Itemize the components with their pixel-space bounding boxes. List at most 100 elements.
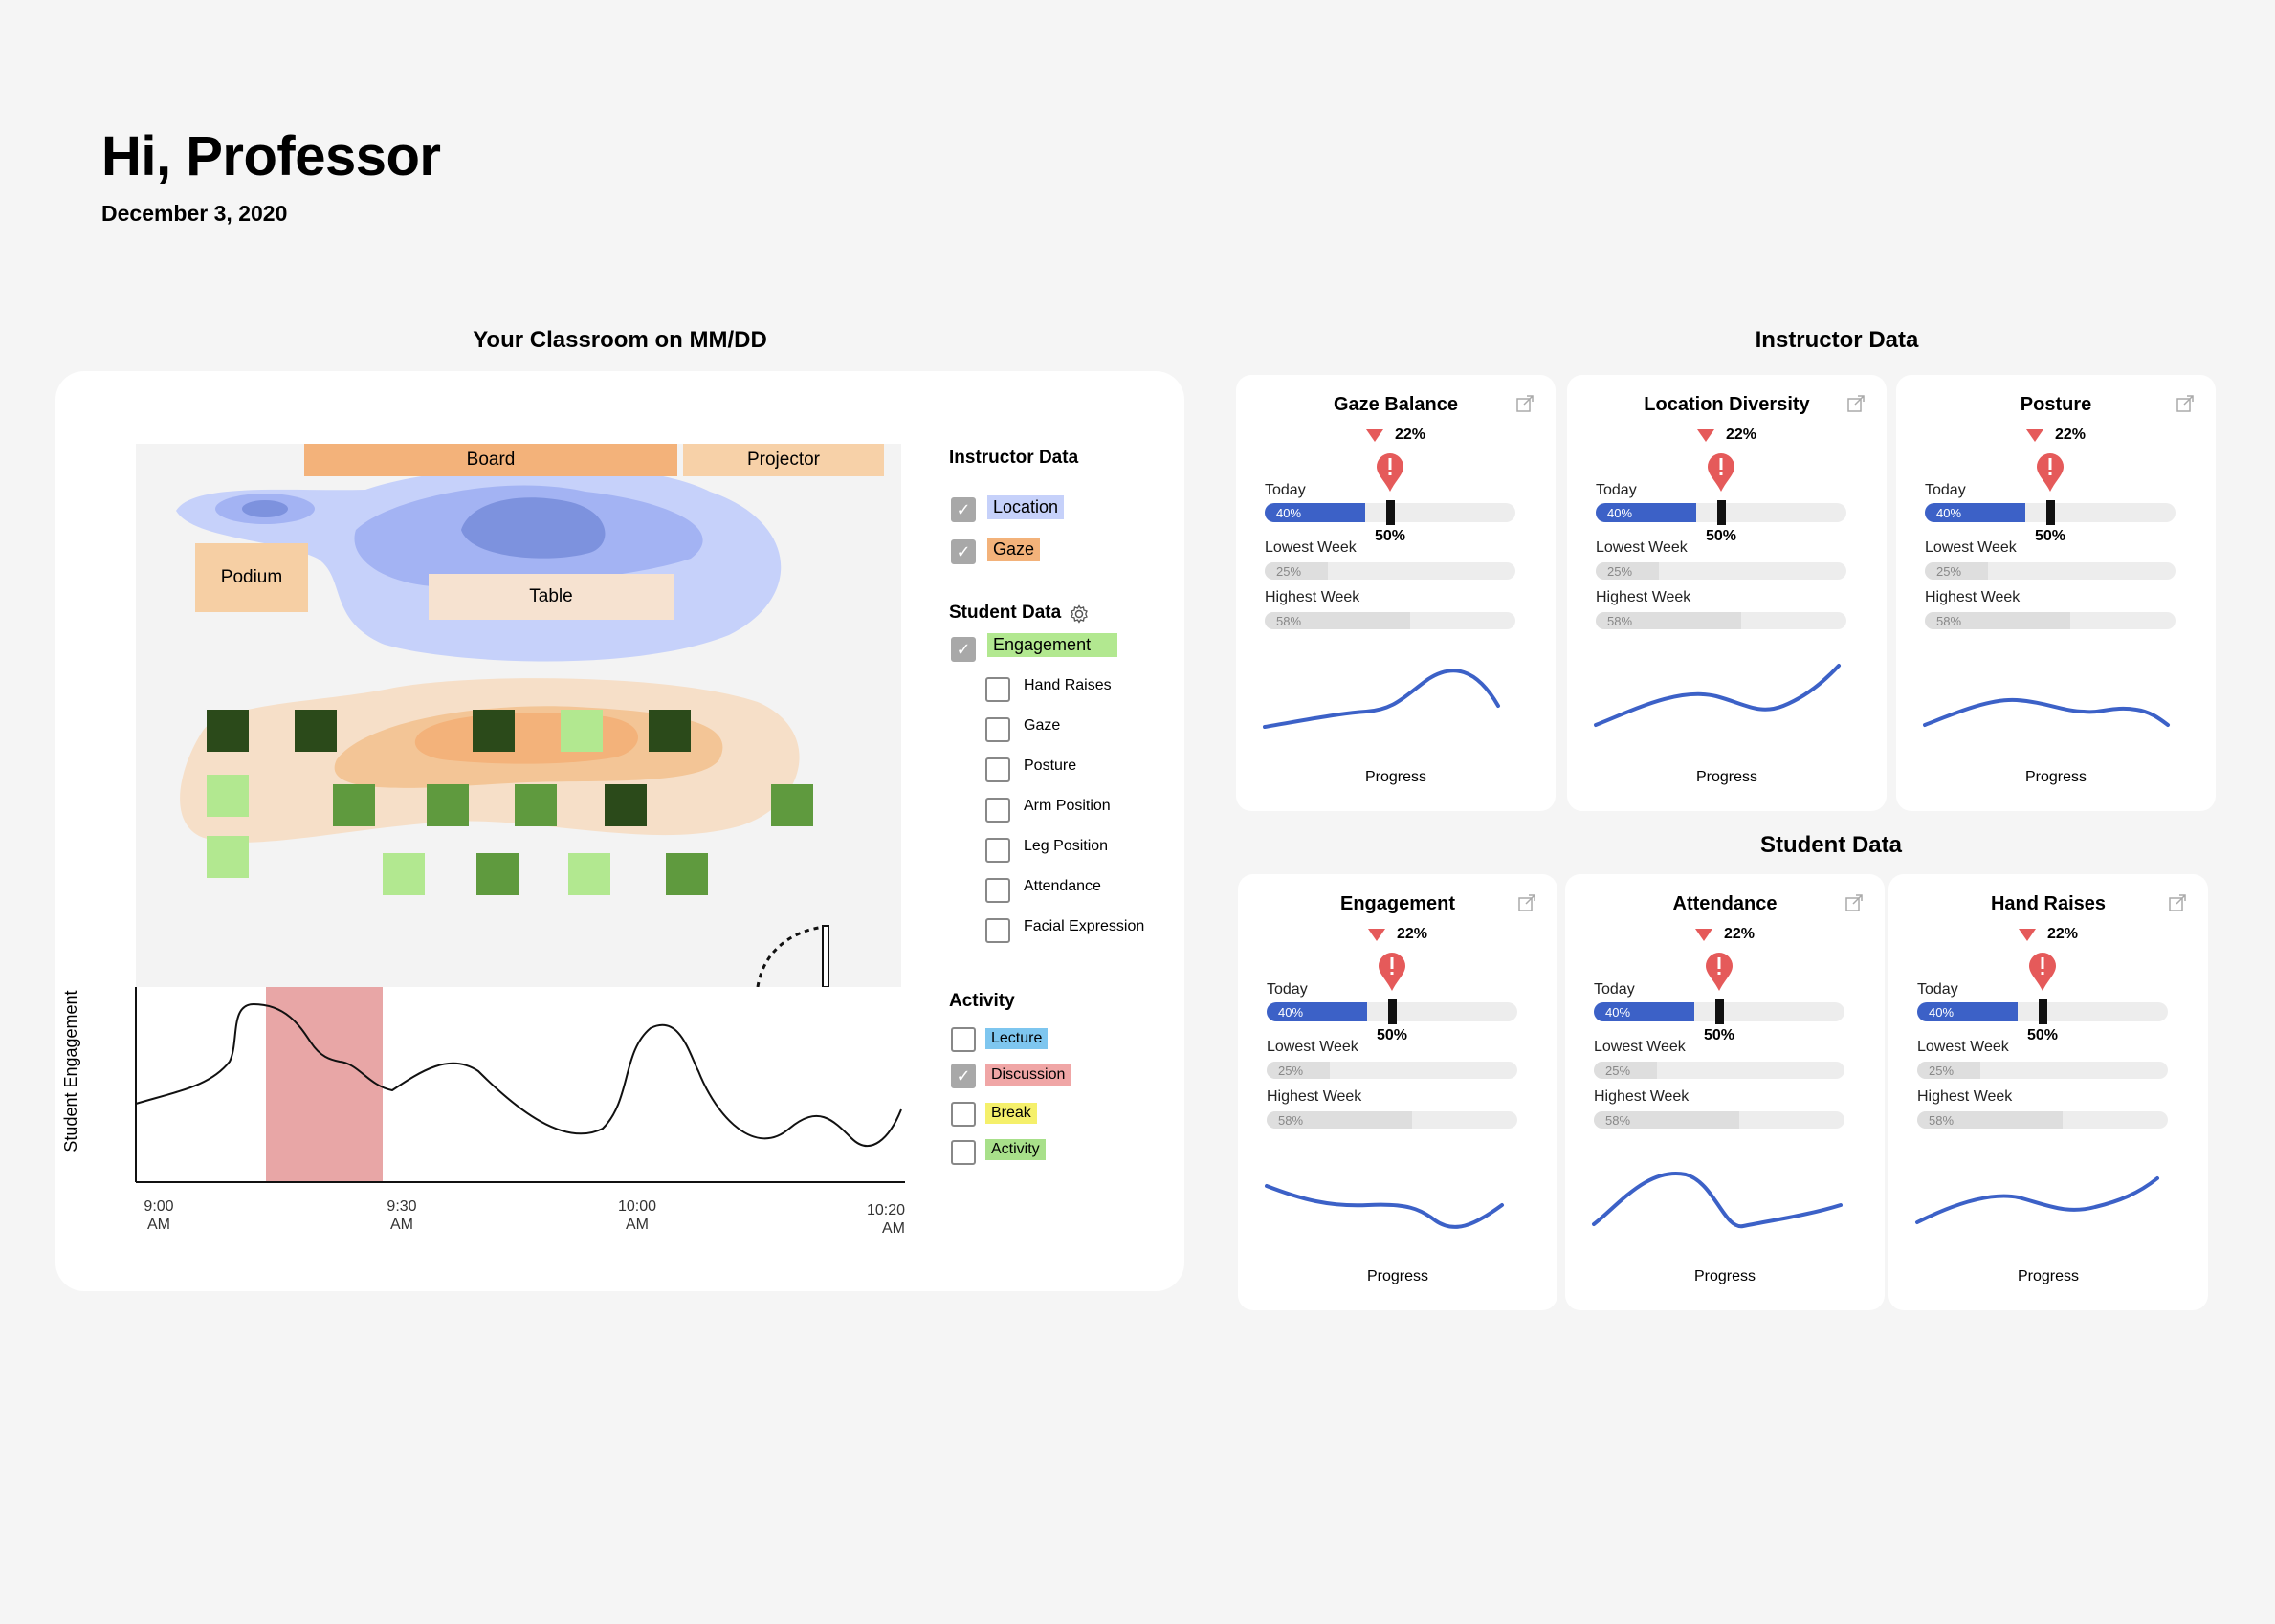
break-checkbox[interactable]	[951, 1102, 976, 1127]
tick-label: 10:00 AM	[617, 1198, 657, 1233]
student-metric-card[interactable]: Engagement 22% Today 40% 50% Lowest Week…	[1238, 874, 1557, 1310]
external-link-icon[interactable]	[1515, 394, 1535, 413]
highest-week-fill: 58%	[1265, 612, 1410, 629]
legend-instructor-heading: Instructor Data	[949, 448, 1079, 468]
break-legend-label: Break	[985, 1103, 1037, 1124]
lecture-checkbox[interactable]	[951, 1027, 976, 1052]
discussion-checkbox[interactable]: ✓	[951, 1064, 976, 1088]
seat[interactable]	[568, 853, 610, 895]
highest-week-fill: 58%	[1596, 612, 1741, 629]
external-link-icon[interactable]	[1517, 893, 1536, 912]
highest-week-bar: 58%	[1594, 1111, 1844, 1129]
metric-title: Gaze Balance	[1333, 394, 1459, 415]
tick-label: 10:20 AM	[866, 1202, 905, 1237]
metric-title: Posture	[2020, 394, 2092, 415]
target-marker	[1386, 500, 1395, 525]
posture-legend-label: Posture	[1024, 757, 1077, 774]
target-value: 50%	[1706, 528, 1737, 544]
today-label: Today	[1925, 482, 1966, 498]
instructor-metric-card[interactable]: Posture 22% Today 40% 50% Lowest Week 25…	[1896, 375, 2216, 811]
seat[interactable]	[383, 853, 425, 895]
target-marker	[1717, 500, 1726, 525]
lowest-week-fill: 25%	[1267, 1062, 1330, 1079]
seat[interactable]	[207, 836, 249, 878]
lowest-week-bar: 25%	[1596, 562, 1846, 580]
posture-checkbox[interactable]	[985, 757, 1010, 782]
delta-indicator: 22%	[1888, 926, 2208, 943]
highest-week-label: Highest Week	[1917, 1088, 2013, 1105]
engagement-timeline[interactable]	[86, 985, 909, 1196]
today-bar-fill: 40%	[1267, 1002, 1367, 1021]
today-label: Today	[1265, 482, 1306, 498]
down-triangle-icon	[2025, 428, 2043, 442]
activity-checkbox[interactable]	[951, 1140, 976, 1165]
highest-week-label: Highest Week	[1267, 1088, 1362, 1105]
gaze-checkbox[interactable]: ✓	[951, 539, 976, 564]
alert-pin-icon	[1379, 953, 1405, 991]
table-label: Table	[429, 574, 674, 620]
seat[interactable]	[427, 784, 469, 826]
heatmap-layer	[176, 466, 829, 987]
location-heat-core	[461, 497, 606, 559]
external-link-icon[interactable]	[1844, 893, 1864, 912]
target-value: 50%	[2027, 1027, 2059, 1043]
lowest-week-label: Lowest Week	[1267, 1039, 1358, 1055]
facial-expression-legend-label: Facial Expression	[1024, 918, 1145, 934]
target-value: 50%	[2035, 528, 2066, 544]
seat[interactable]	[771, 784, 813, 826]
leg-position-checkbox[interactable]	[985, 838, 1010, 863]
seat[interactable]	[207, 710, 249, 752]
external-link-icon[interactable]	[2176, 394, 2195, 413]
board-label: Board	[304, 444, 677, 476]
delta-value: 22%	[1723, 926, 1756, 942]
seat[interactable]	[295, 710, 337, 752]
seat[interactable]	[473, 710, 515, 752]
alert-pin-icon	[1377, 453, 1403, 492]
seat[interactable]	[476, 853, 519, 895]
highest-week-bar: 58%	[1596, 612, 1846, 629]
instructor-metric-card[interactable]: Location Diversity 22% Today 40% 50% Low…	[1567, 375, 1887, 811]
student-metric-card[interactable]: Hand Raises 22% Today 40% 50% Lowest Wee…	[1888, 874, 2208, 1310]
highest-week-bar: 58%	[1267, 1111, 1517, 1129]
progress-sparkline	[1915, 1176, 2159, 1224]
hand-raises-checkbox[interactable]	[985, 677, 1010, 702]
seat[interactable]	[666, 853, 708, 895]
lowest-week-bar: 25%	[1267, 1062, 1517, 1079]
progress-label: Progress	[1695, 769, 1758, 785]
student-section-title: Student Data	[1759, 832, 1902, 858]
classroom-map[interactable]: Board Projector Podium Table	[136, 444, 901, 987]
seat[interactable]	[561, 710, 603, 752]
delta-value: 22%	[1396, 926, 1428, 942]
alert-pin-icon	[1706, 953, 1733, 991]
today-bar-fill: 40%	[1596, 503, 1696, 522]
external-link-icon[interactable]	[1846, 394, 1866, 413]
seat[interactable]	[207, 775, 249, 817]
attendance-checkbox[interactable]	[985, 878, 1010, 903]
location-heat-small-core	[242, 500, 288, 517]
student-metric-card[interactable]: Attendance 22% Today 40% 50% Lowest Week…	[1565, 874, 1885, 1310]
seat[interactable]	[649, 710, 691, 752]
podium-label: Podium	[195, 543, 308, 612]
door-panel	[822, 925, 829, 987]
progress-label: Progress	[1366, 1268, 1429, 1284]
highest-week-label: Highest Week	[1594, 1088, 1690, 1105]
instructor-metric-card[interactable]: Gaze Balance 22% Today 40% 50% Lowest We…	[1236, 375, 1556, 811]
seat[interactable]	[515, 784, 557, 826]
target-marker	[1388, 999, 1397, 1024]
seat[interactable]	[605, 784, 647, 826]
location-checkbox[interactable]: ✓	[951, 497, 976, 522]
target-marker	[2046, 500, 2055, 525]
leg-position-legend-label: Leg Position	[1024, 838, 1109, 854]
arm-position-checkbox[interactable]	[985, 798, 1010, 823]
external-link-icon[interactable]	[2168, 893, 2187, 912]
engagement-checkbox[interactable]: ✓	[951, 637, 976, 662]
facial-expression-checkbox[interactable]	[985, 918, 1010, 943]
student-gaze-checkbox[interactable]	[985, 717, 1010, 742]
lowest-week-label: Lowest Week	[1594, 1039, 1686, 1055]
seat[interactable]	[333, 784, 375, 826]
activity-legend-label: Activity	[985, 1139, 1046, 1160]
lowest-week-fill: 25%	[1596, 562, 1659, 580]
highest-week-fill: 58%	[1594, 1111, 1739, 1129]
lowest-week-fill: 25%	[1925, 562, 1988, 580]
gear-icon[interactable]	[1070, 604, 1089, 624]
